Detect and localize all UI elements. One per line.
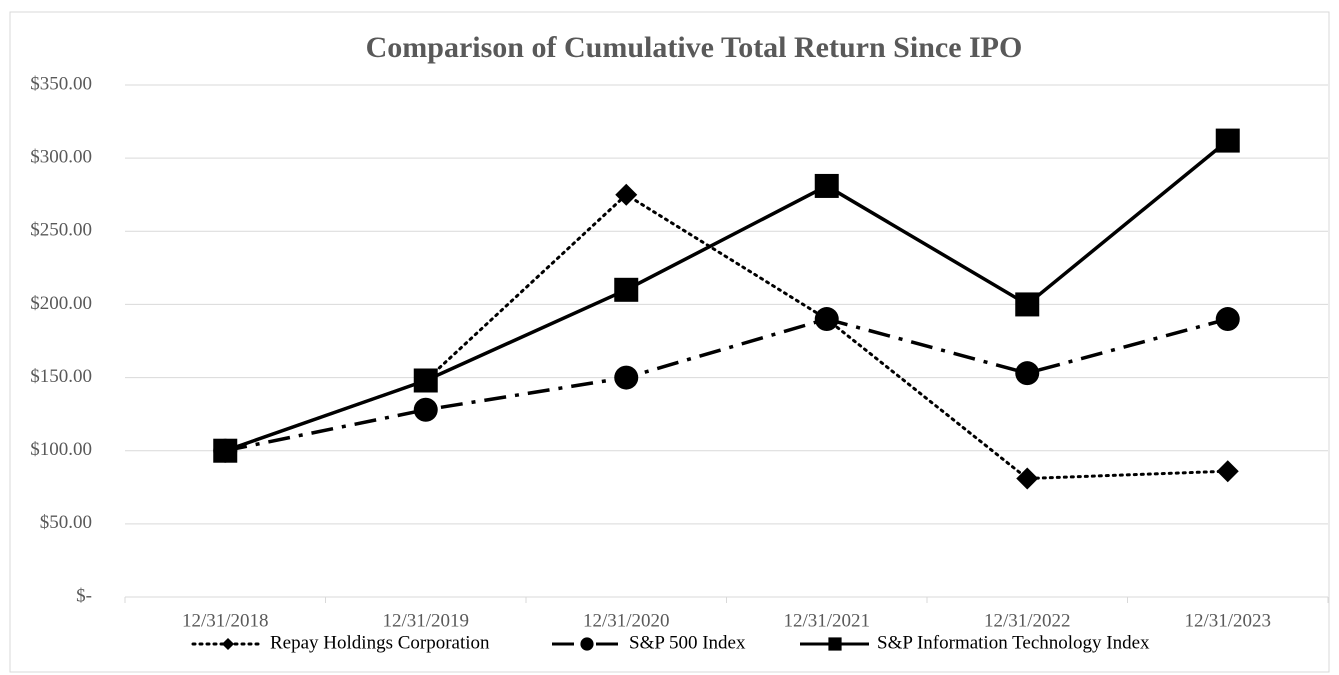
marker	[614, 277, 639, 302]
marker	[580, 637, 594, 651]
marker	[1215, 128, 1240, 153]
marker	[1015, 361, 1040, 386]
y-tick-label: $50.00	[40, 512, 92, 533]
marker	[614, 365, 639, 390]
y-tick-label: $100.00	[30, 439, 92, 460]
legend-label: S&P Information Technology Index	[877, 632, 1150, 653]
marker	[413, 397, 438, 422]
marker	[1215, 307, 1240, 332]
x-tick-label: 12/31/2022	[984, 610, 1071, 631]
marker	[413, 368, 438, 393]
marker	[1016, 467, 1039, 490]
marker	[828, 637, 842, 651]
marker	[221, 637, 235, 651]
y-tick-label: $350.00	[30, 73, 92, 94]
marker	[213, 438, 238, 463]
marker	[615, 183, 638, 206]
marker	[1015, 292, 1040, 317]
chart-frame	[9, 11, 1330, 673]
x-tick-label: 12/31/2020	[583, 610, 670, 631]
y-tick-label: $300.00	[30, 147, 92, 168]
marker	[814, 173, 839, 198]
y-tick-label: $250.00	[30, 220, 92, 241]
series-line	[224, 139, 1229, 453]
legend-label: Repay Holdings Corporation	[270, 632, 490, 653]
x-tick-label: 12/31/2019	[382, 610, 469, 631]
x-tick-label: 12/31/2021	[783, 610, 870, 631]
marker	[1216, 460, 1239, 483]
y-tick-label: $-	[76, 585, 92, 606]
y-tick-label: $150.00	[30, 366, 92, 387]
legend-label: S&P 500 Index	[629, 632, 746, 653]
y-tick-label: $200.00	[30, 293, 92, 314]
x-tick-label: 12/31/2023	[1184, 610, 1271, 631]
marker	[814, 307, 839, 332]
x-tick-label: 12/31/2018	[182, 610, 269, 631]
chart-title: Comparison of Cumulative Total Return Si…	[366, 31, 1023, 64]
